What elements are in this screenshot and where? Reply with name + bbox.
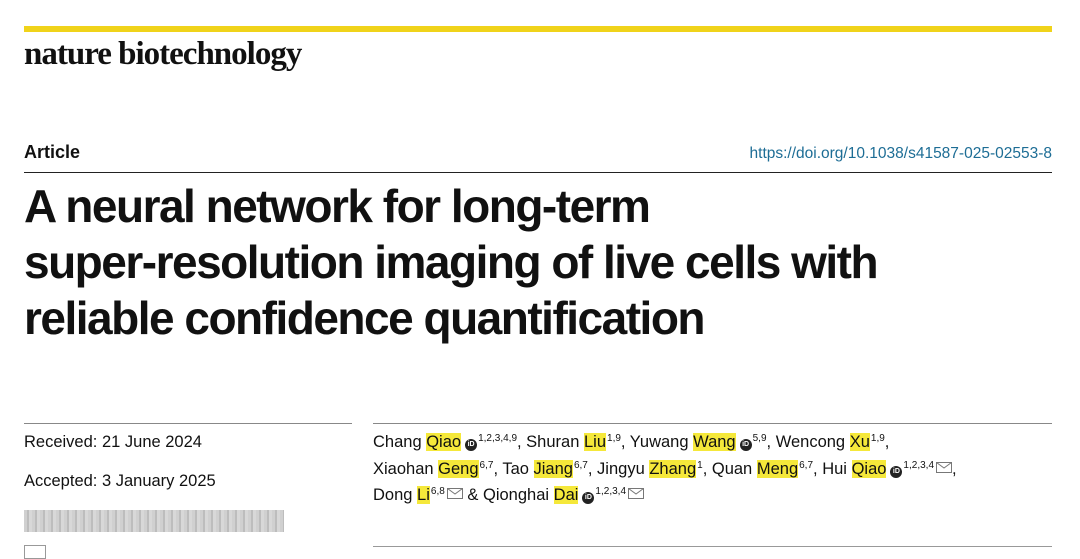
author-name[interactable]: Wencong Xu1,9 [776,433,885,451]
author-last-name: Liu [583,433,607,451]
author-affiliations: 6,7 [573,459,588,471]
author-affiliations: 1,2,3,4,9 [478,433,517,444]
author-line: Dong Li6,8 & Qionghai Dai iD1,2,3,4 [373,482,1053,509]
author-affiliations: 6,8 [430,486,445,497]
author-affiliations: 1,9 [870,433,885,444]
author-name[interactable]: Yuwang Wang iD5,9 [630,433,767,451]
author-last-name: Zhang [649,459,697,478]
author-name[interactable]: Shuran Liu1,9 [526,433,621,451]
check-for-updates-icon[interactable] [24,545,46,559]
author-first-name: Hui [822,459,847,478]
author-affiliations: 6,7 [799,459,814,471]
doi-link[interactable]: https://doi.org/10.1038/s41587-025-02553… [749,145,1052,162]
redacted-block [24,510,284,532]
author-last-name: Wang [693,433,736,451]
author-affiliations: 6,7 [479,459,494,471]
title-line: A neural network for long-term [24,180,651,232]
orcid-icon[interactable]: iD [739,439,752,451]
author-first-name: Quan [711,459,753,478]
author-line: Xiaohan Geng6,7, Tao Jiang6,7, Jingyu Zh… [373,456,1053,483]
email-icon[interactable] [446,482,463,499]
article-type: Article [24,142,81,162]
author-first-name: Xiaohan [373,459,434,478]
author-line: Chang Qiao iD1,2,3,4,9, Shuran Liu1,9, Yu… [373,433,890,451]
email-icon[interactable] [936,456,953,473]
title-line: super-resolution imaging of live cells w… [24,236,879,288]
author-last-name: Qiao [426,433,462,451]
author-affiliations: 1,9 [607,433,621,444]
author-last-name: Meng [756,459,799,478]
author-first-name: Dong [373,486,413,504]
author-name[interactable]: Chang Qiao iD1,2,3,4,9 [373,433,517,451]
author-first-name: Tao [502,459,529,478]
author-name[interactable]: Jingyu Zhang1 [597,459,703,478]
author-affiliations: 1,2,3,4 [595,486,627,497]
author-first-name: Qionghai [483,486,550,504]
article-title: A neural network for long-term super-res… [24,178,1044,346]
dates-divider [24,423,352,424]
author-affiliations: 1,2,3,4 [903,459,935,471]
article-dates: Received: 21 June 2024 Accepted: 3 Janua… [24,433,216,511]
email-icon[interactable] [628,482,645,499]
author-name[interactable]: Qionghai Dai iD1,2,3,4 [483,486,645,504]
author-last-name: Xu [849,433,870,451]
author-affiliations: 1 [697,459,703,471]
author-first-name: Jingyu [597,459,645,478]
author-list: Chang Qiao iD1,2,3,4,9, Shuran Liu1,9, Yu… [373,430,1053,509]
orcid-icon[interactable]: iD [465,439,478,451]
header-divider [24,172,1052,173]
author-first-name: Shuran [526,433,580,451]
author-name[interactable]: Quan Meng6,7 [711,459,814,478]
author-first-name: Yuwang [629,433,689,451]
author-affiliations: 5,9 [752,433,767,444]
journal-name: nature biotechnology [24,36,302,72]
author-last-name: Jiang [533,459,573,478]
author-name[interactable]: Hui Qiao iD1,2,3,4 [822,459,953,478]
author-last-name: Li [417,486,430,504]
author-first-name: Wencong [775,433,846,451]
author-name[interactable]: Xiaohan Geng6,7 [373,459,494,478]
title-line: reliable confidence quantification [24,292,706,344]
authors-bottom-divider [373,546,1052,547]
author-last-name: Qiao [851,459,887,478]
author-name[interactable]: Tao Jiang6,7 [502,459,588,478]
orcid-icon[interactable]: iD [582,492,595,504]
author-last-name: Dai [553,486,579,504]
author-last-name: Geng [438,459,479,478]
author-conjunction: & [467,486,479,504]
author-first-name: Chang [373,433,422,451]
authors-divider [373,423,1052,424]
author-name[interactable]: Dong Li6,8 [373,486,463,504]
accepted-date: Accepted: 3 January 2025 [24,472,216,490]
journal-accent-bar [24,26,1052,32]
received-date: Received: 21 June 2024 [24,433,202,451]
orcid-icon[interactable]: iD [890,465,903,478]
